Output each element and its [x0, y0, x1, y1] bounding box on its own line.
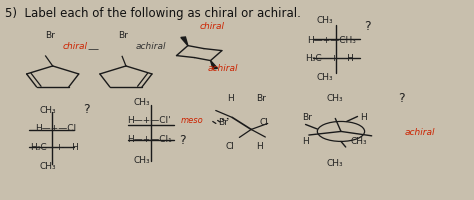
Text: achiral: achiral — [136, 42, 166, 51]
Text: H: H — [256, 141, 263, 150]
Text: H₃C—+—H: H₃C—+—H — [30, 142, 79, 151]
Text: ?: ? — [83, 102, 90, 115]
Text: —: — — [87, 43, 99, 53]
Text: CH₃: CH₃ — [327, 158, 344, 167]
Text: H: H — [360, 112, 366, 121]
Polygon shape — [210, 61, 218, 69]
Text: Br: Br — [218, 117, 228, 126]
Text: CH₃: CH₃ — [133, 98, 150, 106]
Text: Br: Br — [46, 31, 55, 40]
Text: CH₃: CH₃ — [317, 73, 333, 82]
Text: Cl: Cl — [260, 117, 269, 126]
Text: ?: ? — [179, 133, 186, 146]
Text: CH₃: CH₃ — [327, 94, 344, 102]
Polygon shape — [181, 38, 188, 46]
Text: CH₃: CH₃ — [39, 105, 56, 114]
Text: H₃C—+—H: H₃C—+—H — [305, 54, 354, 63]
Text: CH₃: CH₃ — [350, 136, 367, 145]
Text: CH₃: CH₃ — [317, 16, 333, 25]
Text: H: H — [302, 136, 309, 145]
Text: H—+—CH₃: H—+—CH₃ — [307, 36, 356, 45]
Text: CH₃: CH₃ — [133, 155, 150, 164]
Text: ?: ? — [398, 92, 404, 104]
Text: achiral: achiral — [208, 64, 238, 73]
Text: 5)  Label each of the following as chiral or achiral.: 5) Label each of the following as chiral… — [5, 7, 301, 20]
Text: ?: ? — [365, 20, 371, 33]
Text: achiral: achiral — [405, 127, 435, 136]
Text: chiral: chiral — [62, 42, 87, 51]
Text: CH₃: CH₃ — [39, 161, 56, 170]
Text: H: H — [228, 94, 234, 102]
Text: Cl: Cl — [225, 141, 234, 150]
Text: H—+—Cl': H—+—Cl' — [128, 115, 171, 124]
Text: meso: meso — [180, 115, 203, 124]
Text: Br: Br — [256, 94, 266, 102]
Text: Br: Br — [118, 31, 128, 40]
Text: Br: Br — [302, 112, 312, 121]
Text: H—+—Cl₁: H—+—Cl₁ — [128, 134, 172, 143]
Text: chiral: chiral — [199, 22, 224, 31]
Text: H—+—Cl: H—+—Cl — [35, 123, 76, 132]
